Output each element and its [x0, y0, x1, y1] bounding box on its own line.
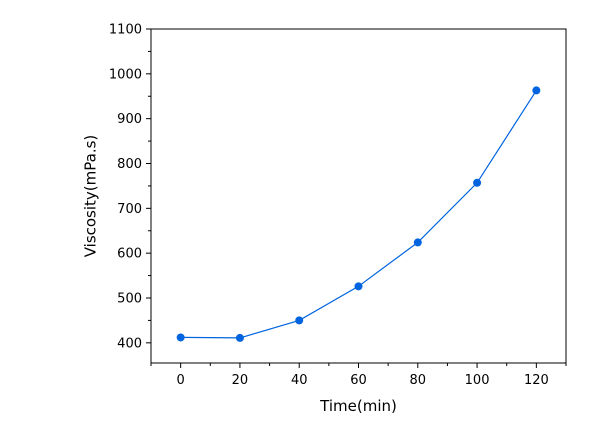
plot-area [150, 28, 567, 364]
data-point [176, 333, 185, 342]
x-axis-title: Time(min) [319, 397, 397, 415]
y-tick-label: 400 [117, 336, 142, 351]
x-tick-label: 40 [291, 373, 308, 388]
plot-frame [150, 28, 567, 364]
x-axis-ticks: 0 20 40 60 80 100 120 [150, 363, 567, 388]
y-axis-ticks: 400 500 600 700 800 900 1000 1100 [109, 23, 151, 351]
y-axis-title: Viscosity(mPa.s) [81, 135, 99, 258]
data-point [295, 316, 304, 325]
y-tick-label: 1000 [109, 67, 142, 82]
x-tick-label: 100 [465, 373, 490, 388]
y-tick-label: 500 [117, 291, 142, 306]
data-point [532, 86, 541, 95]
x-tick-label: 80 [410, 373, 427, 388]
series-line [180, 90, 537, 339]
data-point [473, 178, 482, 187]
data-point [354, 282, 363, 291]
y-tick-label: 600 [117, 247, 142, 262]
x-tick-label: 120 [524, 373, 549, 388]
y-tick-label: 700 [117, 202, 142, 217]
y-tick-label: 1100 [109, 23, 142, 38]
y-tick-label: 800 [117, 157, 142, 172]
series-layer [176, 86, 541, 342]
x-tick-label: 20 [232, 373, 249, 388]
data-point [235, 333, 244, 342]
x-tick-label: 60 [350, 373, 367, 388]
data-point [413, 238, 422, 247]
x-tick-label: 0 [177, 373, 185, 388]
y-tick-label: 900 [117, 112, 142, 127]
